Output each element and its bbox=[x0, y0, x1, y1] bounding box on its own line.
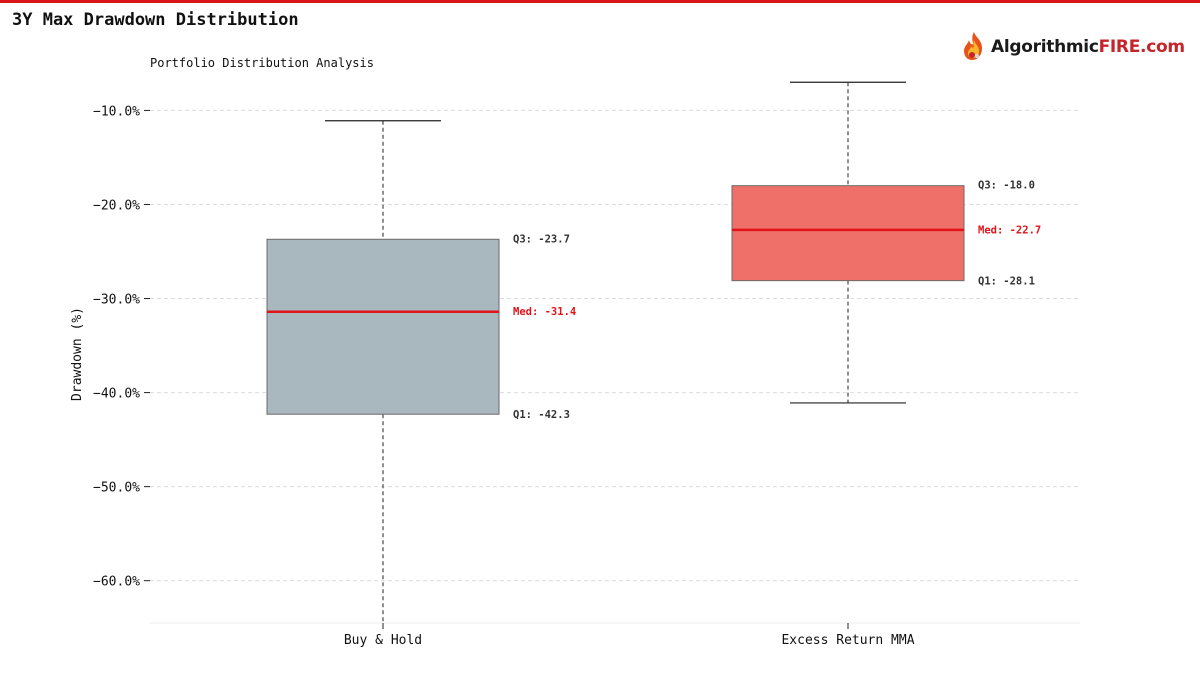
y-axis-ticks: −10.0% −20.0% −30.0% −40.0% −50.0% −60.0% bbox=[93, 104, 150, 590]
y-tick-label: −40.0% bbox=[93, 387, 140, 402]
median-label: Med: -31.4 bbox=[513, 306, 576, 318]
x-tick-label: Buy & Hold bbox=[344, 633, 422, 648]
y-axis-label: Drawdown (%) bbox=[70, 307, 85, 401]
iqr-box bbox=[266, 238, 500, 415]
page-title: 3Y Max Drawdown Distribution bbox=[12, 10, 299, 30]
q3-label: Q3: -18.0 bbox=[978, 180, 1035, 192]
q1-label: Q1: -28.1 bbox=[978, 276, 1035, 288]
brand-logo: AlgorithmicFIRE.com bbox=[960, 30, 1185, 64]
x-tick-label: Excess Return MMA bbox=[781, 633, 914, 648]
y-tick-label: −30.0% bbox=[93, 293, 140, 308]
chart-subtitle: Portfolio Distribution Analysis bbox=[150, 56, 374, 70]
median-label: Med: -22.7 bbox=[978, 224, 1041, 236]
top-accent-bar bbox=[0, 0, 1200, 3]
box-series: Q3: -23.7 Med: -31.4 Q1: -42.3 Q3: -18.0 Med… bbox=[266, 81, 1041, 628]
box-group: Q3: -23.7 Med: -31.4 Q1: -42.3 bbox=[266, 120, 576, 628]
y-tick-label: −50.0% bbox=[93, 481, 140, 496]
x-axis-ticks: Buy & Hold Excess Return MMA bbox=[344, 623, 915, 648]
y-tick-label: −60.0% bbox=[93, 575, 140, 590]
logo-text: AlgorithmicFIRE.com bbox=[991, 37, 1185, 57]
iqr-box bbox=[731, 185, 965, 282]
y-tick-label: −20.0% bbox=[93, 198, 140, 213]
box-group: Q3: -18.0 Med: -22.7 Q1: -28.1 bbox=[731, 81, 1041, 404]
flame-icon bbox=[964, 32, 982, 60]
y-tick-label: −10.0% bbox=[93, 104, 140, 119]
q1-label: Q1: -42.3 bbox=[513, 409, 570, 421]
q3-label: Q3: -23.7 bbox=[513, 233, 570, 245]
